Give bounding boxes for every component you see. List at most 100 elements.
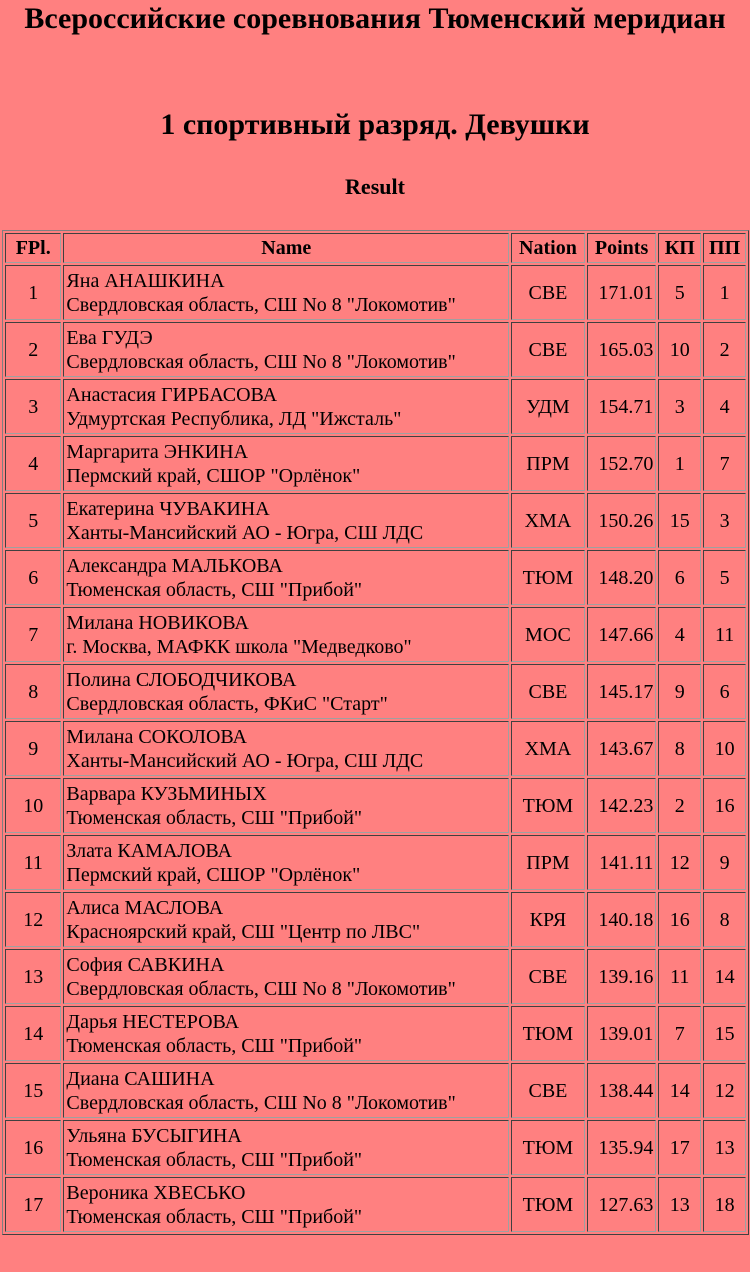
nation-cell: СВЕ xyxy=(511,322,585,377)
table-row: 5 Екатерина ЧУВАКИНА Ханты-Мансийский АО -… xyxy=(5,493,746,548)
place-cell: 2 xyxy=(5,322,62,377)
table-row: 12 Алиса МАСЛОВА Красноярский край, СШ "Це… xyxy=(5,892,746,947)
kp-cell: 12 xyxy=(658,835,702,890)
pp-cell: 11 xyxy=(703,607,746,662)
results-table: FPl. Name Nation Points КП ПП 1 Яна АНАШКИНА Св… xyxy=(2,230,749,1235)
kp-cell: 9 xyxy=(658,664,702,719)
athlete-club: Свердловская область, СШ No 8 "Локомотив… xyxy=(66,977,456,1000)
table-row: 8 Полина СЛОБОДЧИКОВА Свердловская область… xyxy=(5,664,746,719)
table-row: 6 Александра МАЛЬКОВА Тюменская область, С… xyxy=(5,550,746,605)
kp-cell: 5 xyxy=(658,265,702,320)
nation-cell: ТЮМ xyxy=(511,1006,585,1061)
athlete-club: Удмуртская Республика, ЛД "Ижсталь" xyxy=(66,407,402,430)
kp-cell: 11 xyxy=(658,949,702,1004)
pp-cell: 16 xyxy=(703,778,746,833)
name-cell: Дарья НЕСТЕРОВА Тюменская область, СШ "Пр… xyxy=(63,1006,510,1061)
nation-cell: ПРМ xyxy=(511,436,585,491)
nation-cell: ТЮМ xyxy=(511,1120,585,1175)
name-cell: Екатерина ЧУВАКИНА Ханты-Мансийский АО - … xyxy=(63,493,510,548)
nation-cell: МОС xyxy=(511,607,585,662)
table-row: 16 Ульяна БУСЫГИНА Тюменская область, СШ "… xyxy=(5,1120,746,1175)
points-cell: 171.01 xyxy=(586,265,657,320)
nation-cell: ТЮМ xyxy=(511,778,585,833)
athlete-club: Пермский край, СШОР "Орлёнок" xyxy=(66,863,361,886)
category-title: 1 спортивный разряд. Девушки xyxy=(160,108,590,141)
place-cell: 12 xyxy=(5,892,62,947)
pp-cell: 7 xyxy=(703,436,746,491)
place-cell: 11 xyxy=(5,835,62,890)
table-row: 4 Маргарита ЭНКИНА Пермский край, СШОР "Ор… xyxy=(5,436,746,491)
place-cell: 6 xyxy=(5,550,62,605)
points-cell: 143.67 xyxy=(586,721,657,776)
result-subtitle: Result xyxy=(345,174,405,199)
pp-cell: 13 xyxy=(703,1120,746,1175)
athlete-name: Яна АНАШКИНА xyxy=(66,269,225,292)
athlete-club: Тюменская область, СШ "Прибой" xyxy=(66,578,363,601)
points-cell: 139.16 xyxy=(586,949,657,1004)
kp-cell: 8 xyxy=(658,721,702,776)
kp-cell: 1 xyxy=(658,436,702,491)
nation-cell: СВЕ xyxy=(511,664,585,719)
column-header: FPl. xyxy=(5,233,62,263)
nation-cell: ТЮМ xyxy=(511,1177,585,1232)
athlete-name: Милана СОКОЛОВА xyxy=(66,725,247,748)
athlete-name: Злата КАМАЛОВА xyxy=(66,839,232,862)
pp-cell: 12 xyxy=(703,1063,746,1118)
table-row: 9 Милана СОКОЛОВА Ханты-Мансийский АО - Юг… xyxy=(5,721,746,776)
pp-cell: 10 xyxy=(703,721,746,776)
athlete-club: Свердловская область, СШ No 8 "Локомотив… xyxy=(66,1091,456,1114)
table-row: 11 Злата КАМАЛОВА Пермский край, СШОР "Орл… xyxy=(5,835,746,890)
athlete-name: Ульяна БУСЫГИНА xyxy=(66,1124,242,1147)
points-cell: 127.63 xyxy=(586,1177,657,1232)
points-cell: 148.20 xyxy=(586,550,657,605)
athlete-name: Полина СЛОБОДЧИКОВА xyxy=(66,668,297,691)
name-cell: Ульяна БУСЫГИНА Тюменская область, СШ "Пр… xyxy=(63,1120,510,1175)
table-row: 1 Яна АНАШКИНА Свердловская область, СШ No… xyxy=(5,265,746,320)
points-cell: 165.03 xyxy=(586,322,657,377)
page-title: Всероссийские соревнования Тюменский мер… xyxy=(24,2,726,35)
athlete-club: Тюменская область, СШ "Прибой" xyxy=(66,1148,363,1171)
column-header: Points xyxy=(586,233,657,263)
name-cell: Алиса МАСЛОВА Красноярский край, СШ "Цент… xyxy=(63,892,510,947)
place-cell: 16 xyxy=(5,1120,62,1175)
name-cell: Анастасия ГИРБАСОВА Удмуртская Республика… xyxy=(63,379,510,434)
nation-cell: СВЕ xyxy=(511,1063,585,1118)
place-cell: 1 xyxy=(5,265,62,320)
place-cell: 15 xyxy=(5,1063,62,1118)
name-cell: Милана СОКОЛОВА Ханты-Мансийский АО - Югр… xyxy=(63,721,510,776)
athlete-club: Красноярский край, СШ "Центр по ЛВС" xyxy=(66,920,421,943)
kp-cell: 4 xyxy=(658,607,702,662)
place-cell: 10 xyxy=(5,778,62,833)
place-cell: 14 xyxy=(5,1006,62,1061)
kp-cell: 2 xyxy=(658,778,702,833)
athlete-club: Тюменская область, СШ "Прибой" xyxy=(66,1205,363,1228)
athlete-club: г. Москва, МАФКК школа "Медведково" xyxy=(66,635,412,658)
pp-cell: 1 xyxy=(703,265,746,320)
athlete-name: София САВКИНА xyxy=(66,953,225,976)
pp-cell: 18 xyxy=(703,1177,746,1232)
place-cell: 7 xyxy=(5,607,62,662)
athlete-club: Свердловская область, СШ No 8 "Локомотив… xyxy=(66,350,456,373)
points-cell: 147.66 xyxy=(586,607,657,662)
name-cell: Злата КАМАЛОВА Пермский край, СШОР "Орлён… xyxy=(63,835,510,890)
athlete-club: Свердловская область, СШ No 8 "Локомотив… xyxy=(66,293,456,316)
athlete-name: Вероника ХВЕСЬКО xyxy=(66,1181,246,1204)
athlete-club: Тюменская область, СШ "Прибой" xyxy=(66,806,363,829)
athlete-club: Ханты-Мансийский АО - Югра, СШ ЛДС xyxy=(66,749,424,772)
place-cell: 4 xyxy=(5,436,62,491)
nation-cell: ПРМ xyxy=(511,835,585,890)
nation-cell: ХМА xyxy=(511,721,585,776)
kp-cell: 13 xyxy=(658,1177,702,1232)
place-cell: 8 xyxy=(5,664,62,719)
points-cell: 138.44 xyxy=(586,1063,657,1118)
nation-cell: ХМА xyxy=(511,493,585,548)
athlete-name: Варвара КУЗЬМИНЫХ xyxy=(66,782,267,805)
points-cell: 141.11 xyxy=(586,835,657,890)
athlete-name: Александра МАЛЬКОВА xyxy=(66,554,283,577)
name-cell: Яна АНАШКИНА Свердловская область, СШ No … xyxy=(63,265,510,320)
place-cell: 9 xyxy=(5,721,62,776)
table-row: 17 Вероника ХВЕСЬКО Тюменская область, СШ … xyxy=(5,1177,746,1232)
points-cell: 139.01 xyxy=(586,1006,657,1061)
pp-cell: 15 xyxy=(703,1006,746,1061)
name-cell: Диана САШИНА Свердловская область, СШ No … xyxy=(63,1063,510,1118)
